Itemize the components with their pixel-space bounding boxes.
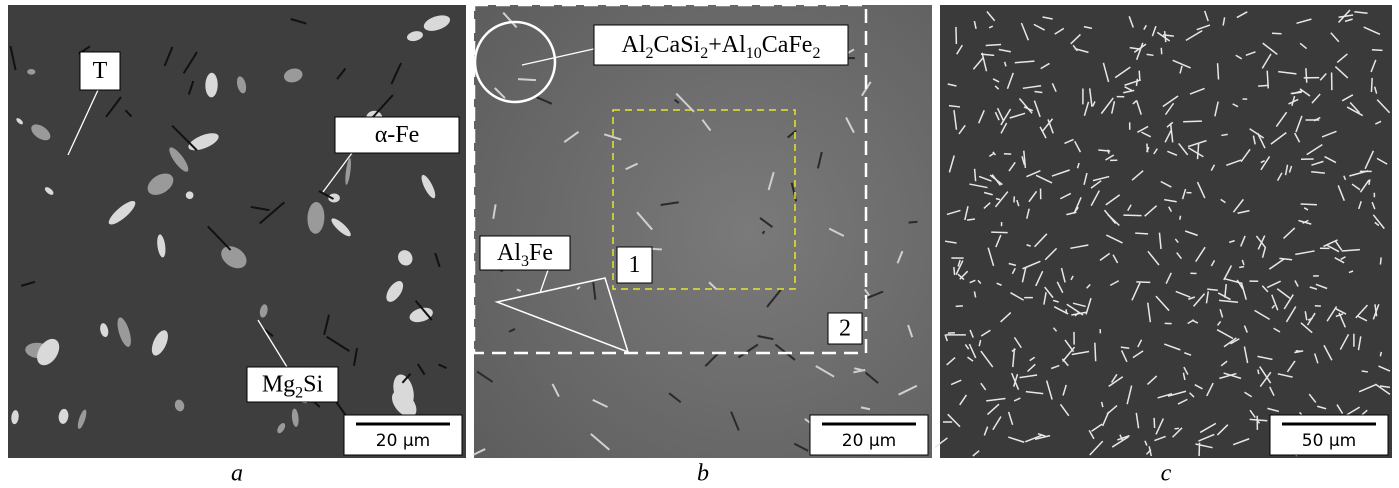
needle — [1306, 68, 1307, 83]
label-part: Si — [303, 371, 323, 397]
subscript: 3 — [521, 253, 529, 270]
needle — [1183, 121, 1202, 122]
label: T — [93, 58, 108, 84]
needle — [1095, 343, 1096, 362]
needle — [1135, 233, 1148, 234]
label: 1 — [629, 252, 641, 278]
needle — [1180, 216, 1181, 220]
needle — [1372, 50, 1383, 51]
needle — [1218, 63, 1219, 79]
needle — [1034, 91, 1042, 92]
figure: Tα-FeMg2Si20 µmaAl2CaSi2+Al10CaFe2Al3Fe1… — [0, 0, 1399, 488]
subscript: 2 — [646, 45, 654, 62]
label-part: Fe — [529, 240, 553, 266]
label-part: CaSi — [654, 32, 701, 58]
label: 2 — [839, 315, 851, 341]
needle — [996, 199, 1000, 200]
subscript: 2 — [812, 45, 820, 62]
needle — [1258, 85, 1268, 86]
panel-caption: a — [231, 461, 243, 487]
micrograph-c — [940, 5, 1392, 458]
needle — [986, 45, 1001, 46]
streak — [652, 249, 662, 250]
label-part: CaFe — [762, 32, 813, 58]
label-part: Al — [622, 32, 646, 58]
panel-caption: c — [1161, 461, 1172, 487]
needle — [1380, 257, 1381, 264]
needle — [1123, 215, 1141, 216]
label-part: Al — [497, 240, 521, 266]
streak — [518, 79, 536, 80]
needle — [1301, 204, 1317, 205]
subscript: 2 — [700, 45, 708, 62]
subscript: 2 — [295, 385, 303, 402]
panel-caption: b — [697, 461, 709, 487]
needle — [967, 219, 975, 220]
needle — [1147, 54, 1154, 55]
scale-bar-label: 20 µm — [376, 431, 430, 451]
needle — [975, 169, 976, 181]
scale-bar-label: 20 µm — [842, 431, 896, 451]
label-part: Mg — [262, 371, 295, 397]
needle — [1136, 79, 1137, 86]
needle — [1258, 370, 1259, 375]
needle — [1121, 347, 1129, 348]
label: α-Fe — [375, 122, 420, 148]
needle — [1239, 267, 1244, 268]
label-part: T — [93, 58, 108, 84]
label-part: α-Fe — [375, 122, 420, 148]
needle — [1136, 282, 1150, 283]
needle — [1371, 78, 1372, 92]
needle — [1380, 352, 1381, 356]
subscript: 10 — [746, 45, 762, 62]
streak — [909, 222, 918, 223]
label-part: +Al — [708, 32, 746, 58]
micrograph-b — [474, 5, 932, 458]
needle — [1139, 71, 1140, 81]
needle — [1221, 134, 1227, 135]
label-part: 2 — [839, 315, 851, 341]
needle — [954, 267, 955, 275]
needle — [1362, 371, 1368, 372]
scale-bar-label: 50 µm — [1302, 431, 1356, 451]
label-part: 1 — [629, 252, 641, 278]
